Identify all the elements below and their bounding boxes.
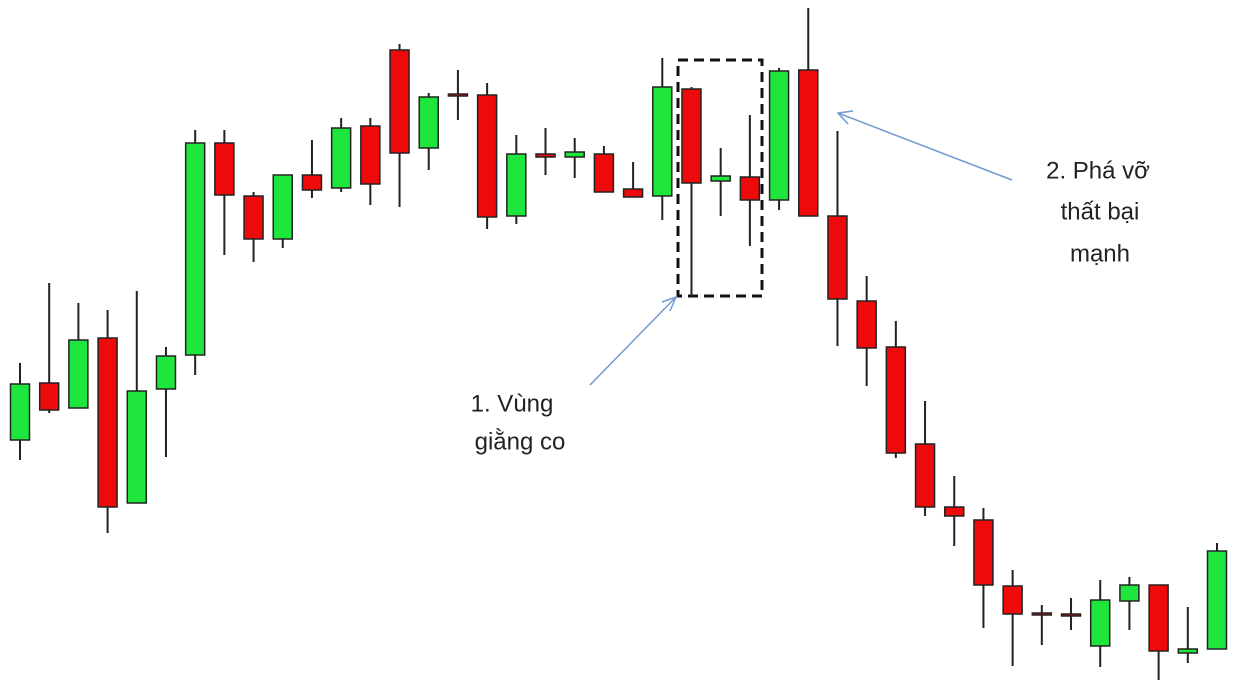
candle-body bbox=[1119, 584, 1140, 602]
candle-body bbox=[798, 69, 819, 217]
candle-body bbox=[652, 86, 673, 197]
candle-body bbox=[97, 337, 118, 508]
arrowhead-1 bbox=[661, 295, 678, 312]
candle-body bbox=[885, 346, 907, 454]
candle-body bbox=[622, 188, 644, 198]
candle-body bbox=[1060, 613, 1082, 617]
candle-body bbox=[476, 94, 498, 218]
candle-body bbox=[68, 339, 89, 409]
candle-body bbox=[330, 127, 352, 189]
candle-body bbox=[155, 355, 177, 390]
candle-body bbox=[9, 383, 31, 441]
candle-body bbox=[1206, 550, 1228, 650]
annotation: giằng co bbox=[475, 428, 566, 455]
candle-body bbox=[1177, 648, 1199, 654]
candle-body bbox=[243, 195, 264, 240]
arrow-2 bbox=[837, 112, 1013, 181]
annotation: thất bại bbox=[1061, 198, 1140, 225]
arrow-1 bbox=[589, 296, 677, 386]
candle-body bbox=[535, 153, 556, 158]
highlight-box bbox=[676, 58, 764, 298]
candle-body bbox=[827, 215, 848, 300]
candle-body bbox=[1031, 612, 1053, 616]
annotation: 2. Phá vỡ bbox=[1046, 157, 1150, 184]
candle-body bbox=[973, 519, 994, 586]
candle-body bbox=[184, 142, 206, 356]
arrowhead-2 bbox=[836, 110, 854, 125]
candle-body bbox=[38, 382, 60, 411]
candle-body bbox=[710, 175, 731, 182]
candle-body bbox=[214, 142, 235, 196]
annotation: 1. Vùng bbox=[471, 390, 554, 417]
candle-body bbox=[593, 153, 615, 193]
annotation: mạnh bbox=[1070, 240, 1130, 267]
candle-body bbox=[447, 93, 469, 97]
candle-body bbox=[856, 300, 877, 349]
candle-body bbox=[389, 49, 410, 154]
candle-body bbox=[126, 390, 148, 504]
candle-body bbox=[768, 70, 790, 201]
candle-body bbox=[681, 88, 702, 184]
candle-body bbox=[1002, 585, 1023, 615]
candle-body bbox=[272, 174, 294, 240]
candle-body bbox=[739, 176, 761, 201]
candle-body bbox=[418, 96, 439, 149]
candle-body bbox=[1089, 599, 1111, 647]
candles bbox=[9, 8, 1228, 680]
candle-body bbox=[943, 506, 965, 517]
arrows bbox=[589, 110, 1013, 386]
candle-body bbox=[360, 125, 381, 185]
candle-body bbox=[914, 443, 936, 508]
candle-body bbox=[1148, 584, 1169, 652]
candle-body bbox=[301, 174, 323, 191]
candle-body bbox=[506, 153, 527, 217]
candle-body bbox=[564, 151, 585, 158]
